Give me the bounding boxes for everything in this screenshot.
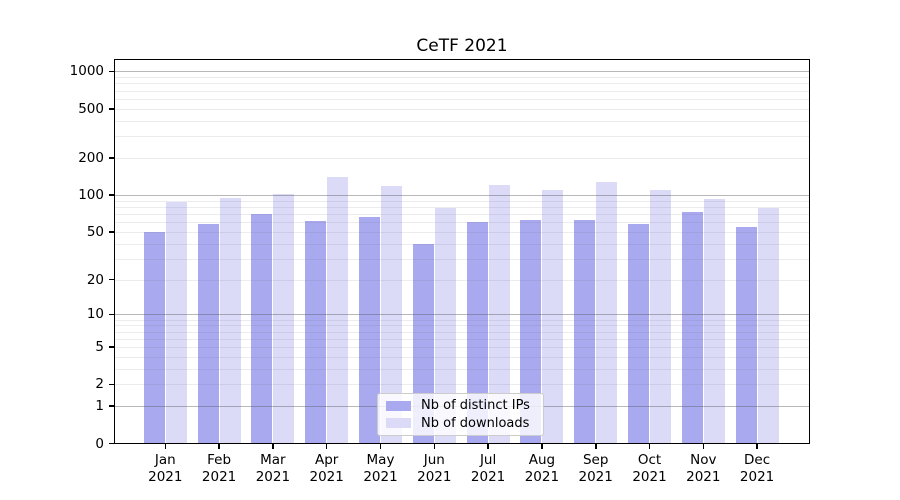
x-tick-mark xyxy=(541,443,543,449)
y-tick-mark xyxy=(109,278,114,281)
x-tick-mark xyxy=(164,443,167,449)
legend-swatch-downloads xyxy=(386,418,411,429)
x-tick-mark xyxy=(325,443,328,449)
legend-label-distinct-ips: Nb of distinct IPs xyxy=(421,398,530,414)
y-tick-mark xyxy=(109,108,114,110)
y-tick-mark xyxy=(109,70,114,73)
bar-distinct-ips xyxy=(143,231,165,444)
gridline-minor xyxy=(114,77,810,79)
gridline-minor xyxy=(114,90,810,92)
gridline-major xyxy=(114,195,810,196)
x-tick-mark xyxy=(648,443,651,449)
bar-distinct-ips xyxy=(735,226,757,444)
bar-distinct-ips xyxy=(574,219,596,444)
legend-item-downloads: Nb of downloads xyxy=(386,416,535,431)
y-tick-mark xyxy=(109,194,114,196)
bar-downloads xyxy=(542,189,564,444)
x-tick-label: May 2021 xyxy=(363,451,398,485)
bar-distinct-ips xyxy=(305,221,327,444)
y-tick-mark xyxy=(109,405,114,407)
x-tick-label: Oct 2021 xyxy=(632,451,667,485)
gridline-minor xyxy=(114,108,810,110)
bar-downloads xyxy=(381,186,402,444)
x-tick-mark xyxy=(702,443,704,449)
x-tick-label: Mar 2021 xyxy=(255,451,291,485)
y-tick-label: 200 xyxy=(78,149,104,166)
y-tick-mark xyxy=(109,157,114,159)
y-tick-label: 1000 xyxy=(69,63,104,80)
y-tick-label: 10 xyxy=(86,306,104,323)
chart-title: CeTF 2021 xyxy=(416,36,508,56)
bar-downloads xyxy=(273,193,295,444)
x-tick-mark xyxy=(379,443,382,449)
bar-distinct-ips xyxy=(520,220,542,444)
x-tick-label: Nov 2021 xyxy=(686,451,721,485)
gridline-minor xyxy=(114,136,810,138)
x-tick-label: Jan 2021 xyxy=(148,451,183,485)
bar-downloads xyxy=(757,208,779,444)
y-tick-label: 20 xyxy=(86,271,104,288)
y-tick-mark xyxy=(109,346,114,348)
x-tick-mark xyxy=(487,443,489,449)
bar-downloads xyxy=(165,201,187,444)
bar-downloads xyxy=(650,189,671,444)
gridline-major xyxy=(114,71,810,73)
bar-distinct-ips xyxy=(251,213,273,444)
y-tick-label: 1 xyxy=(95,398,104,415)
bar-distinct-ips xyxy=(197,223,219,444)
y-tick-label: 5 xyxy=(95,339,104,355)
y-tick-label: 0 xyxy=(95,435,104,452)
x-tick-label: Feb 2021 xyxy=(201,451,237,485)
x-tick-mark xyxy=(433,443,436,449)
legend-label-downloads: Nb of downloads xyxy=(421,415,530,431)
bar-downloads xyxy=(327,177,349,444)
y-tick-label: 500 xyxy=(78,100,104,117)
x-tick-mark xyxy=(595,443,597,449)
y-tick-mark xyxy=(109,313,114,316)
bar-distinct-ips xyxy=(466,222,488,444)
gridline-minor xyxy=(114,98,810,100)
y-tick-label: 50 xyxy=(86,223,104,240)
plot-area xyxy=(114,59,810,444)
x-tick-mark xyxy=(756,443,758,449)
x-tick-mark xyxy=(218,443,220,449)
bar-downloads xyxy=(703,199,725,444)
x-tick-mark xyxy=(272,443,274,449)
legend-swatch-distinct-ips xyxy=(386,400,411,411)
bar-downloads xyxy=(596,181,618,444)
bar-distinct-ips xyxy=(359,217,380,444)
x-tick-label: Dec 2021 xyxy=(739,451,775,485)
bar-downloads xyxy=(488,184,510,444)
x-tick-label: Sep 2021 xyxy=(578,451,613,485)
y-tick-mark xyxy=(109,442,114,445)
x-tick-label: Aug 2021 xyxy=(524,451,560,485)
bar-downloads xyxy=(434,208,456,444)
gridline-minor xyxy=(114,83,810,85)
y-tick-label: 2 xyxy=(95,376,104,393)
y-tick-label: 100 xyxy=(78,187,104,203)
bar-downloads xyxy=(219,197,241,444)
gridline-minor xyxy=(114,157,810,159)
x-tick-label: Jul 2021 xyxy=(470,451,506,485)
y-tick-mark xyxy=(109,383,114,386)
y-tick-mark xyxy=(109,231,114,233)
bar-distinct-ips xyxy=(628,223,649,444)
gridline-minor xyxy=(114,120,810,122)
bar-distinct-ips xyxy=(681,212,703,444)
x-tick-label: Apr 2021 xyxy=(309,451,344,485)
legend: Nb of distinct IPs Nb of downloads xyxy=(377,393,544,436)
legend-item-distinct-ips: Nb of distinct IPs xyxy=(386,398,535,413)
x-tick-label: Jun 2021 xyxy=(417,451,452,485)
